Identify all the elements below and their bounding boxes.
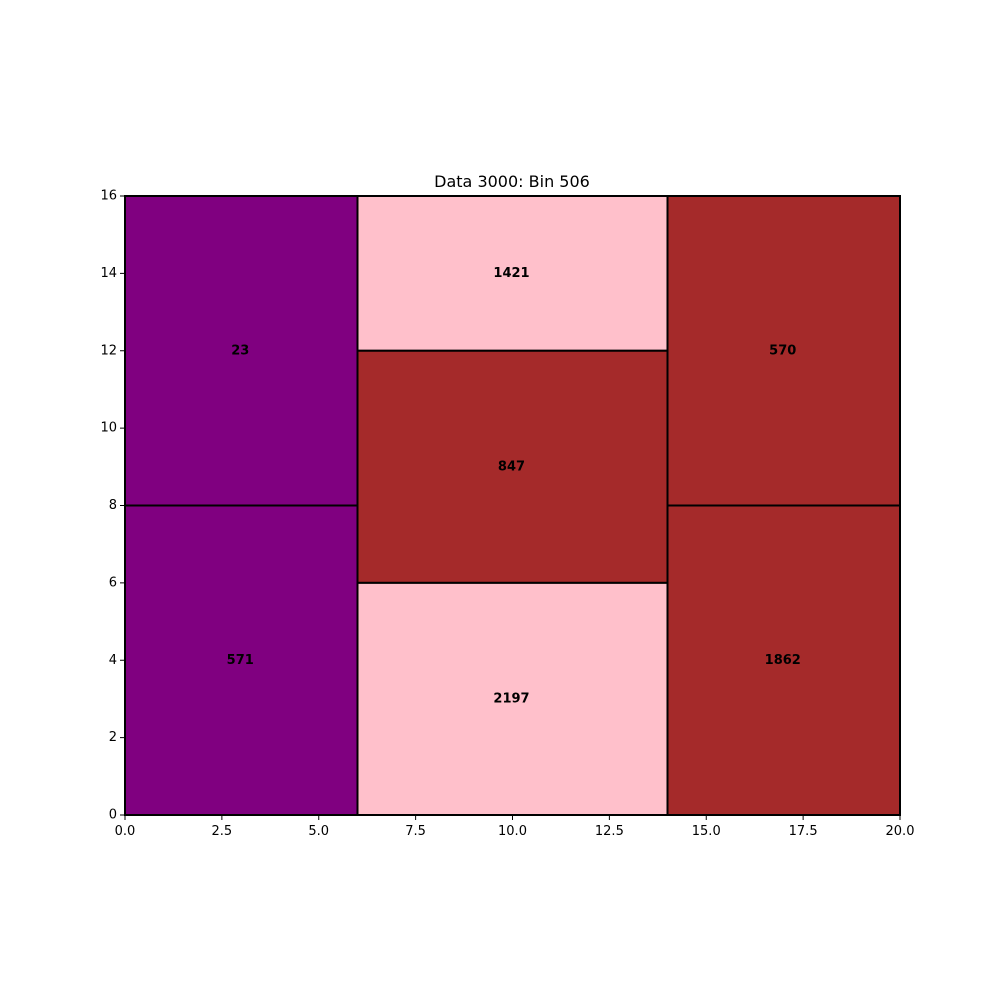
- y-tick-label-0: 0: [109, 808, 117, 823]
- treemap-rect-label-4: 2197: [493, 691, 529, 706]
- x-tick-label-4: 10.0: [498, 824, 527, 839]
- y-tick-label-3: 6: [109, 575, 117, 590]
- x-tick-label-0: 0.0: [115, 824, 136, 839]
- treemap-rect-3: [356, 349, 669, 584]
- treemap-rect-5: [666, 195, 901, 507]
- x-tick-label-8: 20.0: [886, 824, 915, 839]
- x-tick-label-2: 5.0: [308, 824, 329, 839]
- treemap-rect-4: [356, 581, 669, 816]
- treemap-rect-label-1: 571: [227, 653, 254, 668]
- treemap-rects: [124, 195, 901, 816]
- treemap-rect-0: [124, 195, 359, 507]
- x-tick-label-5: 12.5: [595, 824, 624, 839]
- y-tick-label-5: 10: [100, 421, 117, 436]
- x-tick-label-6: 15.0: [692, 824, 721, 839]
- treemap-rect-label-0: 23: [231, 343, 249, 358]
- x-tick-label-3: 7.5: [405, 824, 426, 839]
- treemap-labels: 23 571 1421 847 2197 570 1862: [227, 266, 801, 707]
- y-tick-label-7: 14: [100, 266, 117, 281]
- treemap-rect-label-6: 1862: [765, 653, 801, 668]
- chart-title: Data 3000: Bin 506: [434, 172, 590, 191]
- treemap-rect-1: [124, 504, 359, 816]
- axes: 0.0 2.5 5.0 7.5 10.0 12.5 15.0 17.5 20.0 0 2 4 6 8 10 1…: [100, 189, 914, 840]
- treemap-rect-label-2: 1421: [493, 266, 529, 281]
- y-tick-label-8: 16: [100, 189, 117, 204]
- y-tick-label-1: 2: [109, 730, 117, 745]
- y-tick-label-4: 8: [109, 498, 117, 513]
- treemap-rect-label-3: 847: [498, 459, 525, 474]
- y-tick-label-2: 4: [109, 653, 117, 668]
- x-tick-label-7: 17.5: [789, 824, 818, 839]
- y-tick-label-6: 12: [100, 343, 117, 358]
- x-tick-label-1: 2.5: [212, 824, 233, 839]
- treemap-rect-label-5: 570: [769, 343, 796, 358]
